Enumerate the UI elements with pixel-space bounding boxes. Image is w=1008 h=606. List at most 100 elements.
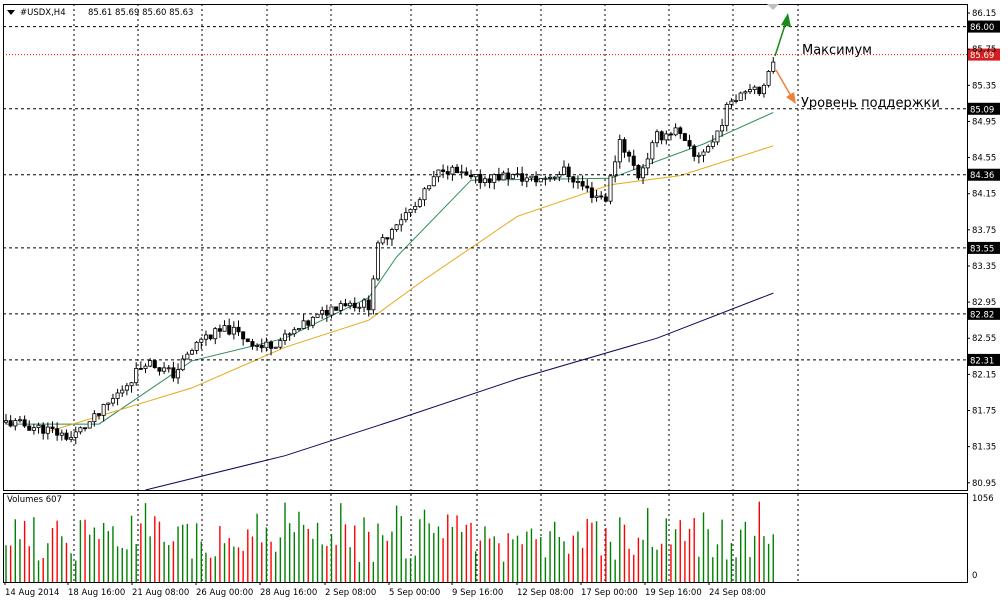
level-tag [968, 241, 1000, 254]
candle-body [199, 338, 204, 343]
candle-body [180, 358, 185, 371]
candle-body [162, 367, 167, 372]
y-tick-label: 81.75 [972, 407, 996, 417]
candle-body [134, 367, 139, 384]
y-tick-label: 82.15 [972, 370, 996, 380]
x-tick-label: 18 Aug 16:00 [68, 588, 125, 598]
candle-body [445, 171, 450, 175]
moving-averages [6, 111, 774, 491]
candle-body [120, 389, 125, 394]
candle-body [431, 176, 436, 187]
candle-body [417, 199, 422, 207]
arrow-down-icon [775, 69, 796, 104]
candle-body [450, 166, 455, 175]
candle-body [455, 166, 460, 174]
candle-body [562, 166, 567, 176]
candle-body [734, 100, 739, 102]
level-label: 85.09 [970, 105, 994, 115]
candle-body [348, 302, 353, 307]
level-tag [968, 20, 1000, 33]
axes: 86.15 85.75 85.35 84.95 84.55 84.15 83.75 83.35… [3, 4, 996, 598]
annotation-support-level: Уровень поддержки [801, 96, 940, 111]
candle-body [106, 402, 111, 405]
chart-shift-icon[interactable] [767, 4, 779, 10]
x-tick-label: 12 Sep 08:00 [517, 588, 574, 598]
candle-body [227, 325, 232, 335]
candle-body [548, 176, 553, 179]
y-tick-label: 85.75 [972, 45, 996, 55]
candle-body [329, 306, 334, 316]
candle-body [296, 328, 301, 331]
candle-body [478, 173, 483, 184]
candle-body [715, 130, 720, 143]
candle-body [59, 432, 64, 436]
candle-body [534, 175, 539, 183]
candle-body [64, 432, 69, 440]
candle-body [673, 127, 678, 136]
moving-average-line-3 [145, 292, 774, 491]
candle-body [724, 104, 729, 126]
grid [73, 4, 799, 582]
candle-body [650, 142, 655, 160]
ohlc-readout: 85.61 85.69 85.60 85.63 [88, 8, 193, 18]
candle-body [13, 420, 18, 427]
candle-body [757, 86, 762, 95]
arrow-up-icon [774, 13, 791, 57]
candle-body [27, 425, 32, 431]
candle-body [41, 424, 46, 434]
candle-body [492, 174, 497, 183]
candle-body [743, 91, 748, 94]
candle-body [171, 367, 176, 379]
candle-body [269, 341, 274, 349]
candle-body [208, 334, 213, 340]
candle-body [157, 367, 162, 372]
candle-body [371, 278, 376, 311]
candle-body [394, 224, 399, 231]
candle-body [73, 431, 78, 438]
candle-body [152, 360, 157, 369]
candle-body [362, 299, 367, 308]
volumes-label: Volumes 607 [7, 495, 62, 505]
candle-body [375, 242, 380, 280]
current-price-tag [968, 48, 1000, 61]
level-label: 84.36 [970, 171, 994, 181]
candle-body [636, 165, 641, 179]
candle-body [571, 176, 576, 183]
candle-body [696, 154, 701, 157]
candle-body [189, 350, 194, 355]
candle-body [45, 426, 50, 434]
symbol-label: #USDX,H4 [20, 8, 66, 18]
y-tick-label: 82.55 [972, 334, 996, 344]
candle-body [110, 398, 115, 404]
level-label: 86.00 [970, 23, 994, 33]
candle-body [203, 334, 208, 340]
candle-body [292, 329, 297, 335]
candle-body [22, 419, 27, 427]
candle-body [236, 326, 241, 333]
candle-body [501, 172, 506, 181]
candle-body [306, 320, 311, 326]
y-tick-label: 83.75 [972, 226, 996, 236]
candle-body [520, 173, 525, 182]
volume-zero-label: 0 [972, 571, 977, 581]
main-frame [3, 4, 968, 491]
candle-body [761, 84, 766, 95]
x-tick-label: 2 Sep 08:00 [325, 588, 376, 598]
candle-body [515, 173, 520, 176]
y-tick-label: 82.95 [972, 298, 996, 308]
candle-body [729, 100, 734, 105]
candle-body [687, 140, 692, 147]
candle-body [645, 158, 650, 169]
candle-body [124, 385, 129, 391]
candle-body [255, 345, 260, 347]
level-label: 82.82 [970, 310, 994, 320]
candle-body [324, 309, 329, 316]
candle-body [101, 404, 106, 416]
level-tag [968, 102, 1000, 115]
candle-body [282, 333, 287, 341]
candle-body [385, 237, 390, 240]
symbol-menu-icon[interactable] [7, 10, 15, 15]
candle-body [338, 303, 343, 311]
candle-body [692, 145, 697, 157]
